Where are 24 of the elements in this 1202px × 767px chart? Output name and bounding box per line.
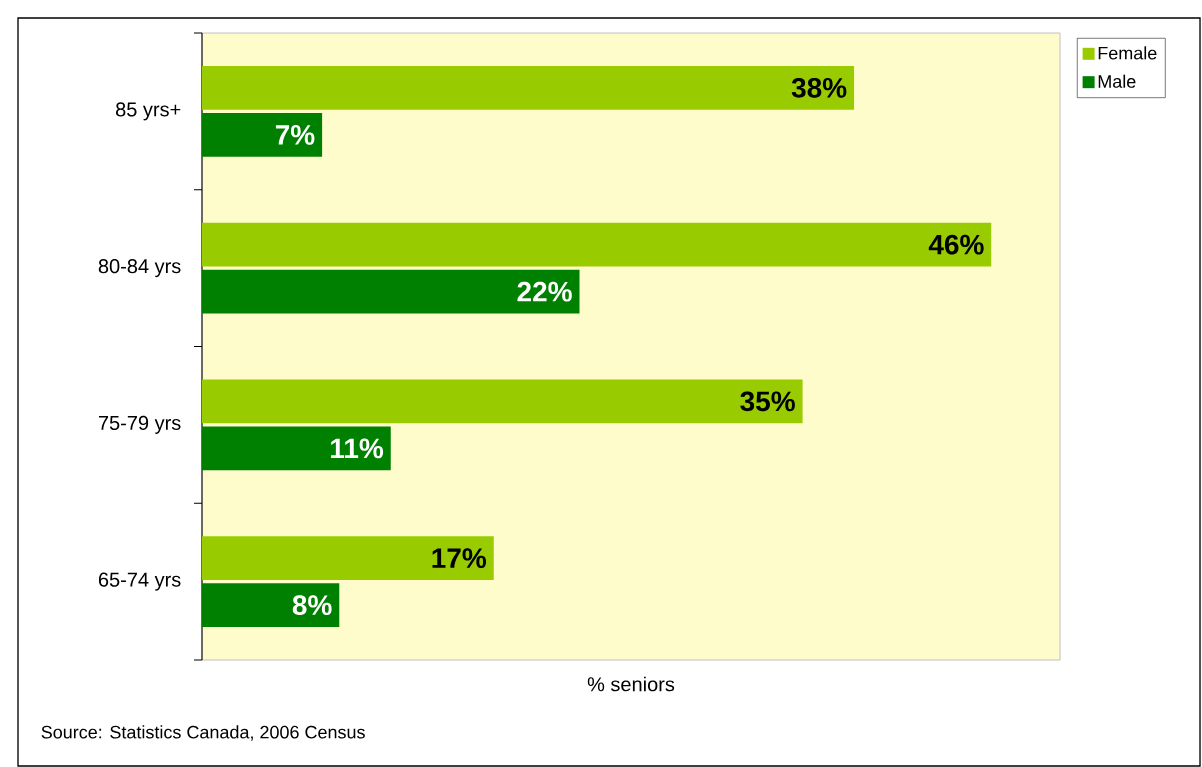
data-label: 7% bbox=[275, 125, 315, 145]
legend-label: Male bbox=[1098, 74, 1136, 88]
bar bbox=[202, 583, 340, 628]
bar bbox=[202, 269, 580, 314]
data-label: 46% bbox=[928, 234, 984, 255]
data-label: 35% bbox=[740, 391, 795, 412]
y-tick-label: 75-79 yrs bbox=[98, 415, 181, 434]
bar bbox=[202, 536, 494, 581]
bar bbox=[202, 65, 855, 110]
data-label: 17% bbox=[432, 548, 487, 568]
bar bbox=[202, 426, 391, 471]
y-tick-label: 65-74 yrs bbox=[98, 572, 181, 591]
bar bbox=[202, 112, 323, 157]
x-axis-title: % seniors bbox=[587, 676, 675, 692]
bar bbox=[202, 379, 803, 424]
data-label: 11% bbox=[331, 438, 384, 459]
bar bbox=[202, 222, 992, 267]
data-label: 22% bbox=[517, 281, 572, 302]
y-tick-label: 80-84 yrs bbox=[98, 259, 181, 278]
data-label: 38% bbox=[791, 77, 847, 98]
legend-label: Female bbox=[1098, 46, 1157, 60]
y-tick-label: 85 yrs+ bbox=[116, 102, 181, 121]
data-label: 8% bbox=[292, 595, 332, 616]
source-note: Source: Statistics Canada, 2006 Census bbox=[41, 725, 365, 741]
